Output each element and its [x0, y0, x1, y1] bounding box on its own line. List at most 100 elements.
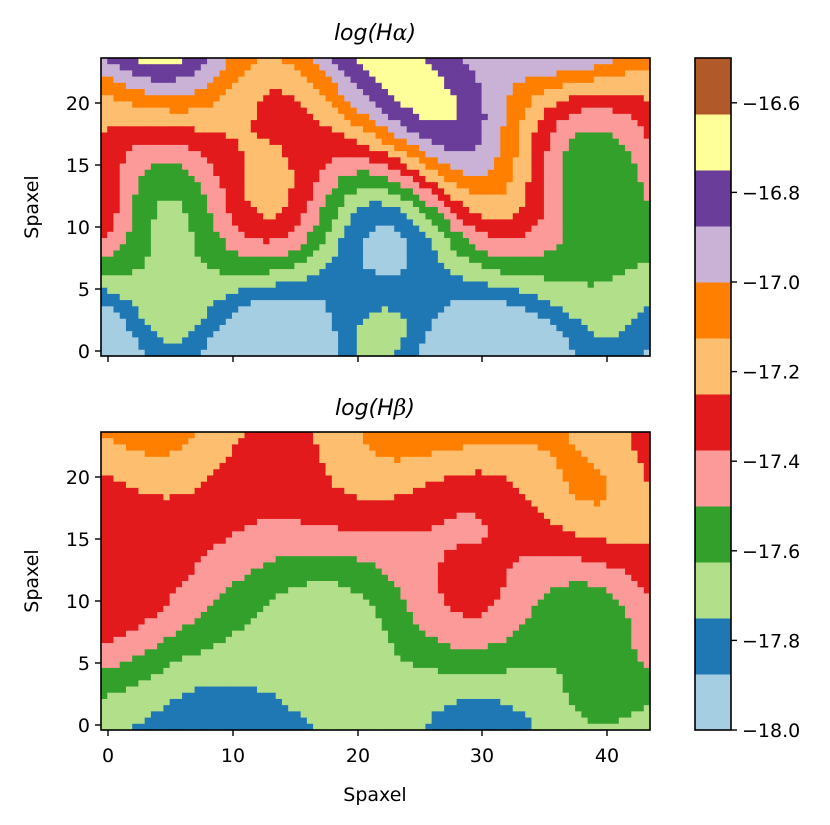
- heatmap-cell: [575, 475, 582, 483]
- heatmap-cell: [119, 151, 127, 158]
- heatmap-cell: [288, 337, 295, 345]
- heatmap-cell: [188, 107, 196, 115]
- heatmap-cell: [338, 300, 345, 307]
- heatmap-cell: [437, 107, 445, 115]
- heatmap-cell: [338, 444, 345, 452]
- heatmap-cell: [269, 175, 277, 183]
- heatmap-cell: [119, 169, 127, 177]
- heatmap-cell: [188, 331, 196, 338]
- heatmap-cell: [600, 343, 607, 351]
- heatmap-cell: [294, 113, 302, 121]
- heatmap-cell: [138, 318, 146, 326]
- heatmap-cell: [587, 475, 595, 483]
- heatmap-cell: [406, 231, 414, 239]
- heatmap-cell: [518, 287, 526, 295]
- heatmap-cell: [369, 475, 377, 483]
- heatmap-cell: [631, 337, 639, 345]
- heatmap-cell: [543, 120, 551, 127]
- heatmap-cell: [606, 175, 614, 183]
- heatmap-cell: [419, 76, 427, 84]
- heatmap-cell: [587, 337, 595, 345]
- heatmap-cell: [244, 469, 252, 477]
- heatmap-cell: [512, 76, 520, 84]
- heatmap-cell: [313, 432, 320, 439]
- heatmap-cell: [119, 287, 127, 295]
- heatmap-cell: [631, 89, 639, 96]
- heatmap-cell: [612, 343, 620, 351]
- heatmap-cell: [188, 238, 196, 245]
- heatmap-cell: [344, 456, 352, 464]
- heatmap-cell: [294, 456, 302, 464]
- heatmap-cell: [101, 200, 108, 208]
- heatmap-cell: [581, 76, 589, 84]
- heatmap-cell: [431, 157, 439, 165]
- heatmap-cell: [194, 256, 202, 264]
- heatmap-cell: [263, 188, 271, 196]
- heatmap-cell: [338, 293, 345, 301]
- heatmap-cell: [213, 275, 221, 283]
- heatmap-cell: [244, 120, 252, 127]
- heatmap-cell: [250, 188, 258, 196]
- heatmap-cell: [263, 101, 271, 109]
- heatmap-cell: [338, 456, 345, 464]
- heatmap-cell: [512, 101, 520, 109]
- heatmap-cell: [232, 151, 239, 158]
- heatmap-cell: [568, 343, 576, 351]
- heatmap-cell: [481, 64, 489, 72]
- heatmap-cell: [331, 144, 339, 152]
- heatmap-cell: [200, 300, 208, 307]
- heatmap-cell: [581, 324, 589, 332]
- heatmap-cell: [593, 343, 601, 351]
- heatmap-cell: [518, 438, 526, 446]
- heatmap-cell: [581, 475, 589, 483]
- heatmap-cell: [462, 225, 470, 233]
- heatmap-cell: [487, 101, 495, 109]
- heatmap-cell: [101, 469, 108, 477]
- heatmap-cell: [288, 475, 295, 483]
- heatmap-cell: [331, 244, 339, 252]
- heatmap-cell: [294, 262, 302, 270]
- heatmap-cell: [431, 200, 439, 208]
- heatmap-cell: [119, 244, 127, 252]
- heatmap-cell: [618, 287, 626, 295]
- heatmap-cell: [207, 444, 214, 452]
- heatmap-cell: [300, 238, 308, 245]
- heatmap-cell: [232, 481, 239, 489]
- heatmap-cell: [643, 312, 651, 320]
- heatmap-cell: [637, 76, 645, 84]
- heatmap-cell: [625, 262, 632, 270]
- heatmap-cell: [450, 238, 458, 245]
- heatmap-cell: [238, 244, 246, 252]
- heatmap-cell: [363, 269, 370, 276]
- heatmap-cell: [200, 432, 208, 439]
- heatmap-cell: [119, 157, 127, 165]
- heatmap-cell: [338, 324, 345, 332]
- heatmap-cell: [568, 250, 576, 258]
- heatmap-cell: [437, 132, 445, 140]
- heatmap-cell: [169, 225, 177, 233]
- heatmap-cell: [512, 82, 520, 90]
- heatmap-cell: [219, 207, 227, 214]
- heatmap-cell: [400, 194, 408, 202]
- panel-hbeta: log(Hβ) 0 5 10 15 20 0 10 20 30 40 S: [21, 396, 651, 806]
- heatmap-cell: [157, 151, 164, 158]
- heatmap-cell: [419, 95, 427, 103]
- heatmap-cell: [338, 269, 345, 276]
- heatmap-cell: [631, 300, 639, 307]
- heatmap-cell: [150, 120, 158, 127]
- heatmap-cell: [425, 138, 433, 146]
- heatmap-cell: [500, 463, 508, 470]
- heatmap-cell: [263, 306, 271, 314]
- heatmap-cell: [263, 444, 271, 452]
- heatmap-cell: [469, 225, 476, 233]
- heatmap-cell: [625, 219, 632, 227]
- heatmap-cell: [543, 250, 551, 258]
- heatmap-cell: [213, 281, 221, 289]
- heatmap-cell: [350, 163, 358, 171]
- heatmap-cell: [406, 157, 414, 165]
- heatmap-cell: [431, 101, 439, 109]
- heatmap-cell: [157, 219, 164, 227]
- heatmap-cell: [338, 126, 345, 134]
- heatmap-cell: [138, 126, 146, 134]
- heatmap-cell: [194, 144, 202, 152]
